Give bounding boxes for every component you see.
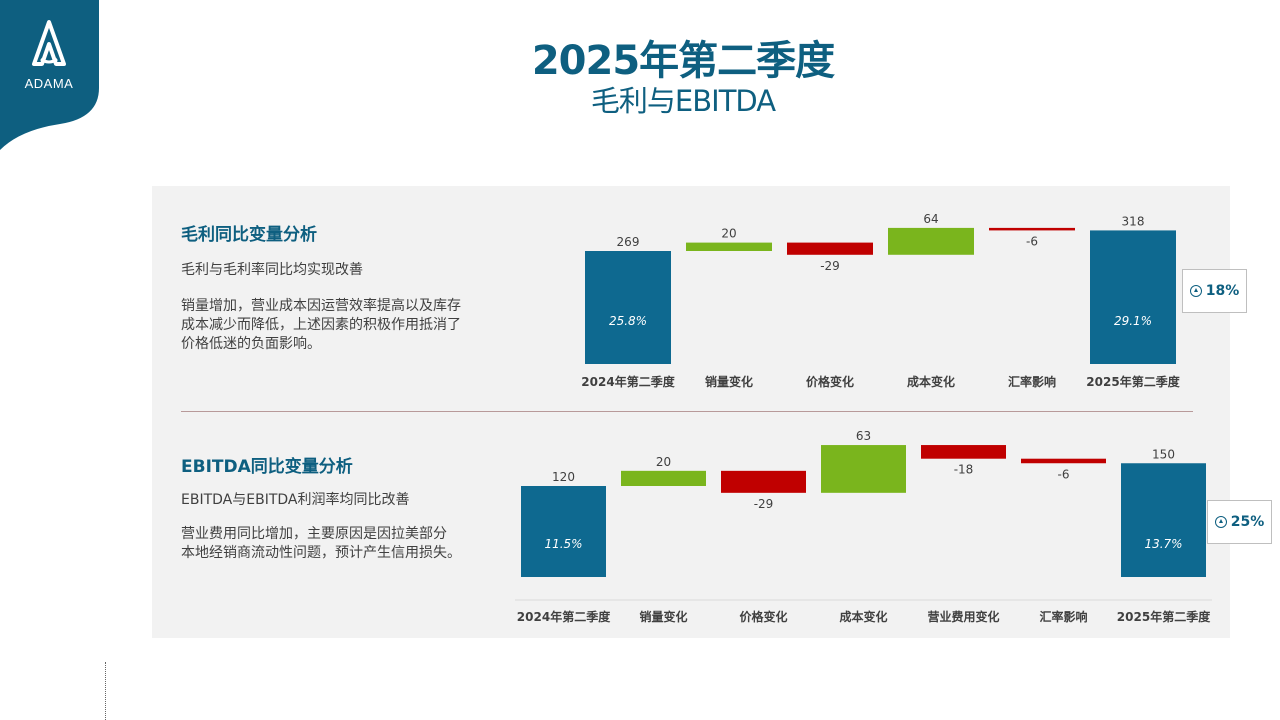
ebitda-category-label: 营业费用变化: [927, 609, 999, 624]
section1-title: 毛利同比变量分析: [181, 225, 317, 245]
ebitda-category-label: 2024年第二季度: [517, 609, 611, 624]
ebitda-value-label: 63: [856, 429, 871, 443]
section1-description-line: 价格低迷的负面影响。: [181, 336, 321, 352]
gp-bar: [787, 242, 873, 255]
ebitda-value-label: -6: [1058, 467, 1070, 481]
ebitda-bar: [1121, 463, 1206, 577]
ebitda-value-label: 150: [1152, 447, 1175, 461]
page-title: 2025年第二季度: [531, 38, 835, 84]
gp-value-label: -29: [820, 259, 840, 273]
ebitda-category-label: 汇率影响: [1039, 609, 1087, 624]
gp-bar: [1090, 230, 1176, 364]
ebitda-value-label: -29: [754, 497, 774, 511]
gp-margin-label: 25.8%: [609, 314, 647, 328]
gp-value-label: 269: [617, 235, 640, 249]
section1-description-line: 成本减少而降低，上述因素的积极作用抵消了: [181, 317, 461, 333]
ebitda-bar: [721, 470, 806, 493]
section2-description-line: 营业费用同比增加，主要原因是因拉美部分: [181, 526, 447, 542]
gp-bar: [989, 227, 1075, 231]
ebitda-margin-label: 11.5%: [544, 537, 582, 551]
gross-profit-change-pct: 18%: [1205, 283, 1240, 299]
arrow-up-circle-icon: [1214, 516, 1227, 528]
ebitda-value-label: -18: [954, 463, 974, 477]
gp-category-label: 成本变化: [907, 374, 955, 389]
logo-tab-shape: [0, 0, 99, 150]
gp-bar: [686, 242, 772, 251]
ebitda-value-label: 20: [656, 455, 671, 469]
section2-title: EBITDA同比变量分析: [181, 457, 353, 477]
page-subtitle: 毛利与EBITDA: [590, 84, 776, 118]
gp-value-label: 64: [923, 212, 938, 226]
logo-text: ADAMA: [24, 76, 74, 91]
section2-description: 营业费用同比增加，主要原因是因拉美部分 本地经销商流动性问题，预计产生信用损失。: [181, 525, 461, 563]
dotted-guide-line: [105, 662, 106, 720]
gp-margin-label: 29.1%: [1114, 314, 1152, 328]
ebitda-bar: [921, 445, 1006, 459]
gross-profit-change-box: 18%: [1182, 269, 1247, 313]
ebitda-bar: [521, 486, 606, 577]
arrow-up-circle-icon: [1189, 285, 1202, 297]
gp-value-label: 20: [721, 227, 736, 241]
gp-category-label: 销量变化: [705, 374, 753, 389]
gp-value-label: -6: [1026, 234, 1038, 248]
brand-logo: ADAMA: [0, 0, 100, 150]
section2-subtitle: EBITDA与EBITDA利润率均同比改善: [181, 492, 410, 508]
section-divider: [181, 411, 1193, 412]
ebitda-category-label: 价格变化: [739, 609, 787, 624]
section2-description-line: 本地经销商流动性问题，预计产生信用损失。: [181, 545, 461, 561]
ebitda-change-box: 25%: [1207, 500, 1272, 544]
gp-value-label: 318: [1122, 214, 1145, 228]
content-panel: [152, 186, 1230, 638]
ebitda-change-pct: 25%: [1230, 514, 1265, 530]
ebitda-bar: [821, 445, 906, 493]
ebitda-bar: [621, 470, 706, 486]
gp-category-label: 价格变化: [806, 374, 854, 389]
gp-bar: [585, 251, 671, 364]
section1-subtitle: 毛利与毛利率同比均实现改善: [181, 262, 363, 278]
ebitda-margin-label: 13.7%: [1144, 537, 1182, 551]
section1-description-line: 销量增加，营业成本因运营效率提高以及库存: [181, 298, 461, 314]
gp-category-label: 汇率影响: [1008, 374, 1056, 389]
gp-category-label: 2025年第二季度: [1086, 374, 1180, 389]
gp-bar: [888, 227, 974, 255]
section1-description: 销量增加，营业成本因运营效率提高以及库存 成本减少而降低，上述因素的积极作用抵消…: [181, 297, 461, 354]
ebitda-category-label: 销量变化: [639, 609, 687, 624]
ebitda-value-label: 120: [552, 470, 575, 484]
ebitda-category-label: 2025年第二季度: [1117, 609, 1211, 624]
ebitda-bar: [1021, 458, 1106, 464]
adama-a-icon: [32, 20, 66, 66]
gp-category-label: 2024年第二季度: [581, 374, 675, 389]
ebitda-category-label: 成本变化: [839, 609, 887, 624]
